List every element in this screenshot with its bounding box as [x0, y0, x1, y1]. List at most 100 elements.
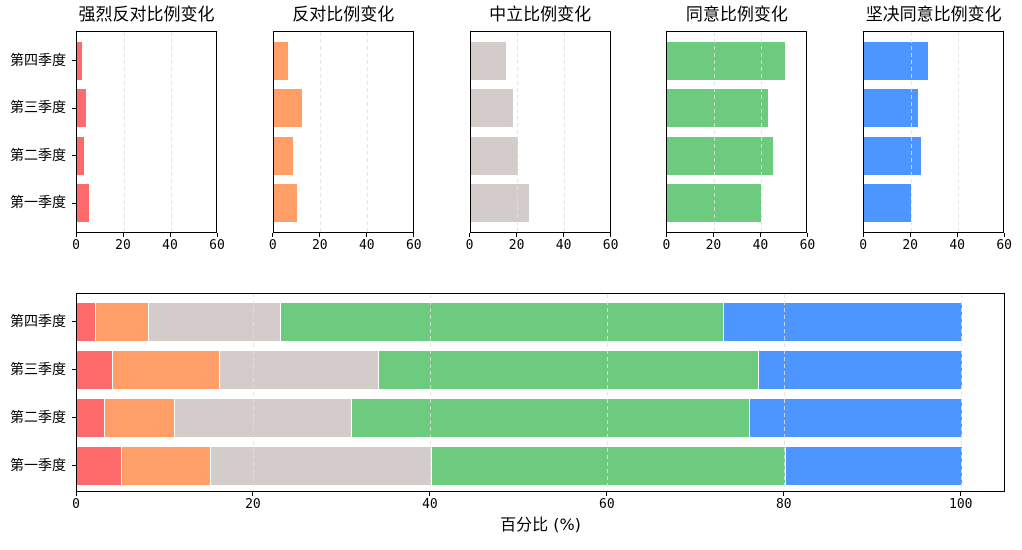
- x-tick-mark: [806, 232, 808, 237]
- y-tick-label-q4: 第四季度: [10, 313, 66, 330]
- bar-strongly-agree-q1: [864, 184, 912, 222]
- x-tick-mark: [956, 232, 958, 237]
- bar-segment-agree-q2: [351, 398, 750, 437]
- x-tick-label: 40: [752, 237, 769, 253]
- x-tick-label: 40: [555, 237, 572, 253]
- gridline: [784, 294, 786, 491]
- bar-agree-q3: [667, 89, 769, 127]
- y-tick-label-q3: 第三季度: [10, 100, 66, 116]
- bar-segment-neutral-q4: [147, 302, 281, 341]
- x-tick-mark: [272, 232, 274, 237]
- x-tick-mark: [469, 232, 471, 237]
- bar-segment-agree-q4: [280, 302, 723, 341]
- x-tick-mark: [75, 492, 77, 496]
- x-tick-mark: [712, 232, 714, 237]
- x-tick-label: 40: [162, 237, 178, 253]
- bar-neutral-q1: [470, 184, 530, 222]
- bar-disagree-q1: [273, 184, 298, 222]
- bar-strongly-disagree-q4: [77, 41, 82, 80]
- x-tick-mark: [909, 232, 911, 237]
- bar-segment-neutral-q2: [174, 398, 352, 437]
- gridline: [517, 32, 519, 232]
- x-tick-mark: [610, 232, 612, 237]
- plot-area-neutral: [469, 31, 611, 233]
- x-tick-mark: [563, 232, 565, 237]
- x-tick-label: 40: [422, 497, 438, 512]
- bar-segment-strongly-disagree-q3: [77, 350, 113, 389]
- bar-segment-disagree-q3: [112, 350, 219, 389]
- gridline: [430, 294, 432, 491]
- gridline: [957, 32, 959, 232]
- bar-disagree-q4: [273, 41, 288, 80]
- x-tick-mark: [606, 492, 608, 496]
- y-tick-label-q4: 第四季度: [10, 52, 66, 69]
- bar-neutral-q3: [470, 89, 513, 127]
- x-tick-label: 40: [358, 237, 375, 253]
- bar-segment-strongly-agree-q1: [784, 446, 962, 485]
- plot-area-stacked-percentage: [76, 293, 1005, 492]
- x-tick-label: 0: [268, 237, 277, 253]
- gridline: [320, 32, 322, 232]
- x-tick-mark: [413, 232, 415, 237]
- panel-title-agree: 同意比例变化: [685, 5, 788, 25]
- bar-strongly-agree-q3: [864, 89, 919, 127]
- plot-area-agree: [666, 31, 808, 233]
- x-tick-mark: [862, 232, 864, 237]
- x-tick-label: 60: [602, 237, 619, 253]
- bar-strongly-agree-q4: [864, 41, 928, 80]
- y-tick-mark: [72, 321, 76, 322]
- x-tick-mark: [366, 232, 368, 237]
- bar-disagree-q2: [273, 136, 293, 175]
- x-tick-label: 0: [859, 237, 868, 253]
- bar-segment-strongly-agree-q3: [758, 350, 962, 389]
- y-tick-mark: [72, 155, 76, 156]
- plot-area-strongly-agree: [863, 31, 1005, 233]
- gridline: [123, 32, 125, 232]
- plot-area-disagree: [272, 31, 414, 233]
- x-tick-label: 60: [209, 237, 225, 253]
- gridline: [760, 32, 762, 232]
- gridline: [910, 32, 912, 232]
- x-tick-mark: [516, 232, 518, 237]
- x-tick-label: 20: [705, 237, 722, 253]
- gridline: [367, 32, 369, 232]
- x-axis-label: 百分比 (%): [500, 515, 581, 534]
- gridline: [713, 32, 715, 232]
- y-tick-label-q2: 第二季度: [10, 409, 66, 426]
- x-tick-mark: [169, 232, 171, 237]
- x-tick-label: 60: [996, 237, 1013, 253]
- bar-segment-disagree-q4: [94, 302, 148, 341]
- x-tick-label: 0: [465, 237, 474, 253]
- panel-title-neutral: 中立比例变化: [489, 5, 592, 25]
- bar-segment-neutral-q1: [209, 446, 431, 485]
- bar-segment-strongly-disagree-q1: [77, 446, 122, 485]
- x-tick-label: 0: [72, 237, 80, 253]
- gridline: [253, 294, 255, 491]
- bar-segment-strongly-agree-q4: [722, 302, 962, 341]
- plot-area-strongly-disagree: [76, 31, 217, 233]
- bar-neutral-q4: [470, 41, 506, 80]
- x-tick-label: 20: [311, 237, 328, 253]
- x-tick-mark: [216, 232, 218, 237]
- x-tick-mark: [429, 492, 431, 496]
- bar-agree-q2: [667, 136, 774, 175]
- x-tick-label: 80: [775, 497, 792, 512]
- bar-agree-q4: [667, 41, 785, 80]
- x-tick-mark: [252, 492, 254, 496]
- x-tick-label: 100: [949, 497, 973, 512]
- y-tick-mark: [72, 202, 76, 204]
- x-tick-label: 20: [115, 237, 131, 253]
- gridline: [564, 32, 566, 232]
- x-tick-mark: [960, 492, 962, 496]
- x-tick-mark: [759, 232, 761, 237]
- x-tick-mark: [1003, 232, 1005, 237]
- y-tick-label-q2: 第二季度: [10, 147, 66, 164]
- x-tick-label: 60: [799, 237, 816, 253]
- x-tick-label: 20: [245, 497, 261, 512]
- bar-strongly-disagree-q3: [77, 89, 87, 127]
- x-tick-mark: [75, 232, 77, 237]
- panel-title-disagree: 反对比例变化: [292, 5, 395, 25]
- bar-strongly-agree-q2: [864, 136, 921, 175]
- x-tick-mark: [122, 232, 124, 237]
